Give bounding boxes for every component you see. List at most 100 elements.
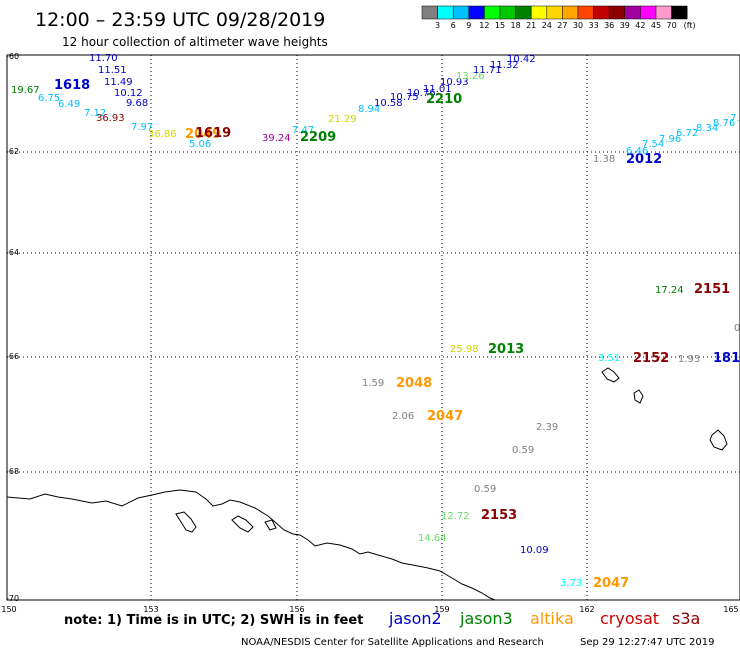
footer-timestamp: Sep 29 12:27:47 UTC 2019 bbox=[580, 637, 714, 648]
satellite-legend-cryosat: cryosat bbox=[600, 609, 659, 628]
wave-height-label: 36.93 bbox=[96, 113, 125, 124]
color-swatch bbox=[655, 5, 672, 20]
lat-label-62: -62 bbox=[6, 147, 19, 156]
graticule bbox=[7, 55, 740, 600]
pass-time-label: 1810 bbox=[713, 351, 740, 366]
wave-height-label: 0.59 bbox=[512, 445, 534, 456]
lon-label-159: 159 bbox=[434, 605, 449, 614]
wave-height-label: 6.49 bbox=[58, 99, 80, 110]
wave-height-label: 5.06 bbox=[189, 139, 211, 150]
wave-height-label: 7.12 bbox=[84, 108, 106, 119]
wave-height-label: 8.76 bbox=[713, 118, 735, 129]
color-scale-tick: 6 bbox=[451, 21, 456, 30]
wave-height-label: 19.67 bbox=[11, 85, 40, 96]
map-frame bbox=[6, 54, 740, 601]
wave-height-label: 10.42 bbox=[507, 54, 536, 65]
color-swatch bbox=[593, 5, 610, 20]
color-scale-tick: 70 bbox=[667, 21, 677, 30]
wave-height-label: 0 bbox=[734, 323, 740, 334]
wave-height-label: 1.59 bbox=[362, 378, 384, 389]
wave-height-label: 3.51 bbox=[598, 353, 620, 364]
satellite-legend-jason2: jason2 bbox=[388, 609, 442, 628]
wave-height-label: 10.12 bbox=[114, 88, 143, 99]
pass-time-label: 1618 bbox=[54, 78, 90, 93]
color-scale-tick: 24 bbox=[542, 21, 552, 30]
wave-height-label: 0.59 bbox=[474, 484, 496, 495]
wave-height-label: 10.58 bbox=[374, 98, 403, 109]
lat-label-68: -68 bbox=[6, 467, 19, 476]
color-swatch bbox=[499, 5, 516, 20]
color-scale-tick: 3 bbox=[435, 21, 440, 30]
wave-height-label: 11.01 bbox=[423, 84, 452, 95]
coastline-inlet bbox=[231, 515, 254, 533]
color-swatch bbox=[608, 5, 626, 20]
wave-height-label: 25.98 bbox=[450, 344, 479, 355]
lat-label-60: -60 bbox=[6, 52, 19, 61]
pass-time-label: 2152 bbox=[633, 351, 669, 366]
wave-height-label: 36.86 bbox=[148, 129, 177, 140]
pass-time-label: 2049 bbox=[185, 127, 221, 142]
color-scale-tick: 12 bbox=[479, 21, 489, 30]
color-swatch bbox=[671, 5, 688, 20]
color-scale-tick: 21 bbox=[526, 21, 536, 30]
wave-height-label: 14.64 bbox=[418, 533, 447, 544]
footer-note: note: 1) Time is in UTC; 2) SWH is in fe… bbox=[64, 613, 363, 628]
color-swatch bbox=[546, 5, 563, 20]
wave-height-label: 1.38 bbox=[593, 154, 615, 165]
color-scale-tick: 36 bbox=[604, 21, 614, 30]
color-scale-tick: 30 bbox=[573, 21, 583, 30]
wave-height-label: 6.75 bbox=[38, 93, 60, 104]
wave-height-label: 11.71 bbox=[473, 65, 502, 76]
wave-height-label: 1.93 bbox=[678, 354, 700, 365]
wave-height-label: 7.96 bbox=[659, 134, 681, 145]
color-scale-tick: 9 bbox=[466, 21, 471, 30]
wave-height-label: 11.32 bbox=[490, 60, 519, 71]
satellite-legend-altika: altika bbox=[530, 609, 574, 628]
wave-height-label: 7.97 bbox=[131, 122, 153, 133]
color-scale-tick: 42 bbox=[635, 21, 645, 30]
color-scale-legend: 3 6 9 12 15 18 21 24 27 30 33 36 39 42 45 70 (ft) bbox=[421, 5, 696, 30]
island bbox=[601, 367, 620, 383]
lon-label-150: 150 bbox=[1, 605, 16, 614]
pass-time-label: 1619 bbox=[195, 126, 231, 141]
wave-height-label: 10.75 bbox=[390, 92, 419, 103]
color-swatch bbox=[484, 5, 501, 20]
color-swatch bbox=[530, 5, 548, 20]
island bbox=[709, 429, 728, 451]
color-scale-tick: 33 bbox=[589, 21, 599, 30]
color-scale-tick: 45 bbox=[651, 21, 661, 30]
wave-height-label: 12.72 bbox=[441, 511, 470, 522]
pass-time-label: 2047 bbox=[593, 576, 629, 591]
color-swatch bbox=[640, 5, 657, 20]
lon-label-162: 162 bbox=[579, 605, 594, 614]
lon-label-165: 165 bbox=[723, 605, 738, 614]
coastline-inlet bbox=[264, 519, 277, 531]
satellite-legend-s3a: s3a bbox=[672, 609, 700, 628]
wave-height-label: 8.94 bbox=[358, 104, 380, 115]
color-swatch bbox=[562, 5, 579, 20]
pass-time-label: 2047 bbox=[427, 409, 463, 424]
color-scale-unit: (ft) bbox=[684, 21, 696, 30]
pass-time-label: 2048 bbox=[396, 376, 432, 391]
wave-height-label: 8.34 bbox=[696, 123, 718, 134]
color-swatch bbox=[421, 5, 438, 20]
color-scale-tick: 15 bbox=[495, 21, 505, 30]
page-subtitle: 12 hour collection of altimeter wave hei… bbox=[62, 35, 328, 49]
color-swatch bbox=[515, 5, 532, 20]
coastline-inlet bbox=[175, 511, 197, 533]
wave-height-label: 11.51 bbox=[98, 65, 127, 76]
wave-height-label: 7. bbox=[730, 113, 740, 124]
pass-time-label: 2013 bbox=[488, 342, 524, 357]
pass-time-label: 2210 bbox=[426, 92, 462, 107]
satellite-legend: jason2 jason3 altika cryosat s3a bbox=[388, 609, 700, 628]
wave-height-label: 11.49 bbox=[104, 77, 133, 88]
wave-height-label: 13.26 bbox=[456, 71, 485, 82]
wave-height-label: 11.70 bbox=[89, 53, 118, 64]
lat-label-64: -64 bbox=[6, 248, 19, 257]
wave-height-label: 6.72 bbox=[676, 128, 698, 139]
color-swatch bbox=[468, 5, 485, 20]
island bbox=[633, 389, 644, 404]
pass-time-label: 2153 bbox=[481, 508, 517, 523]
wave-height-label: 10.93 bbox=[440, 77, 469, 88]
